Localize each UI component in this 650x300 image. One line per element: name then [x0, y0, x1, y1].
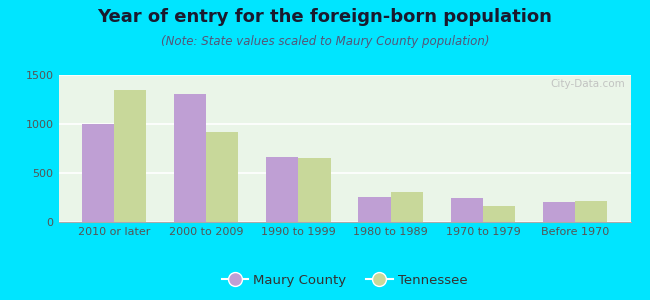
Bar: [483, 206, 515, 222]
Legend: Maury County, Tennessee: Maury County, Tennessee: [216, 268, 473, 292]
Text: City-Data.com: City-Data.com: [550, 80, 625, 89]
Text: Year of entry for the foreign-born population: Year of entry for the foreign-born popul…: [98, 8, 552, 26]
Bar: [358, 197, 391, 222]
Bar: [266, 157, 298, 222]
Bar: [114, 90, 146, 222]
Bar: [391, 192, 423, 222]
Bar: [298, 158, 331, 222]
Bar: [543, 202, 575, 222]
Bar: [450, 199, 483, 222]
Text: (Note: State values scaled to Maury County population): (Note: State values scaled to Maury Coun…: [161, 34, 489, 47]
Bar: [174, 94, 206, 222]
Bar: [206, 132, 239, 222]
Bar: [81, 124, 114, 222]
Bar: [575, 201, 608, 222]
